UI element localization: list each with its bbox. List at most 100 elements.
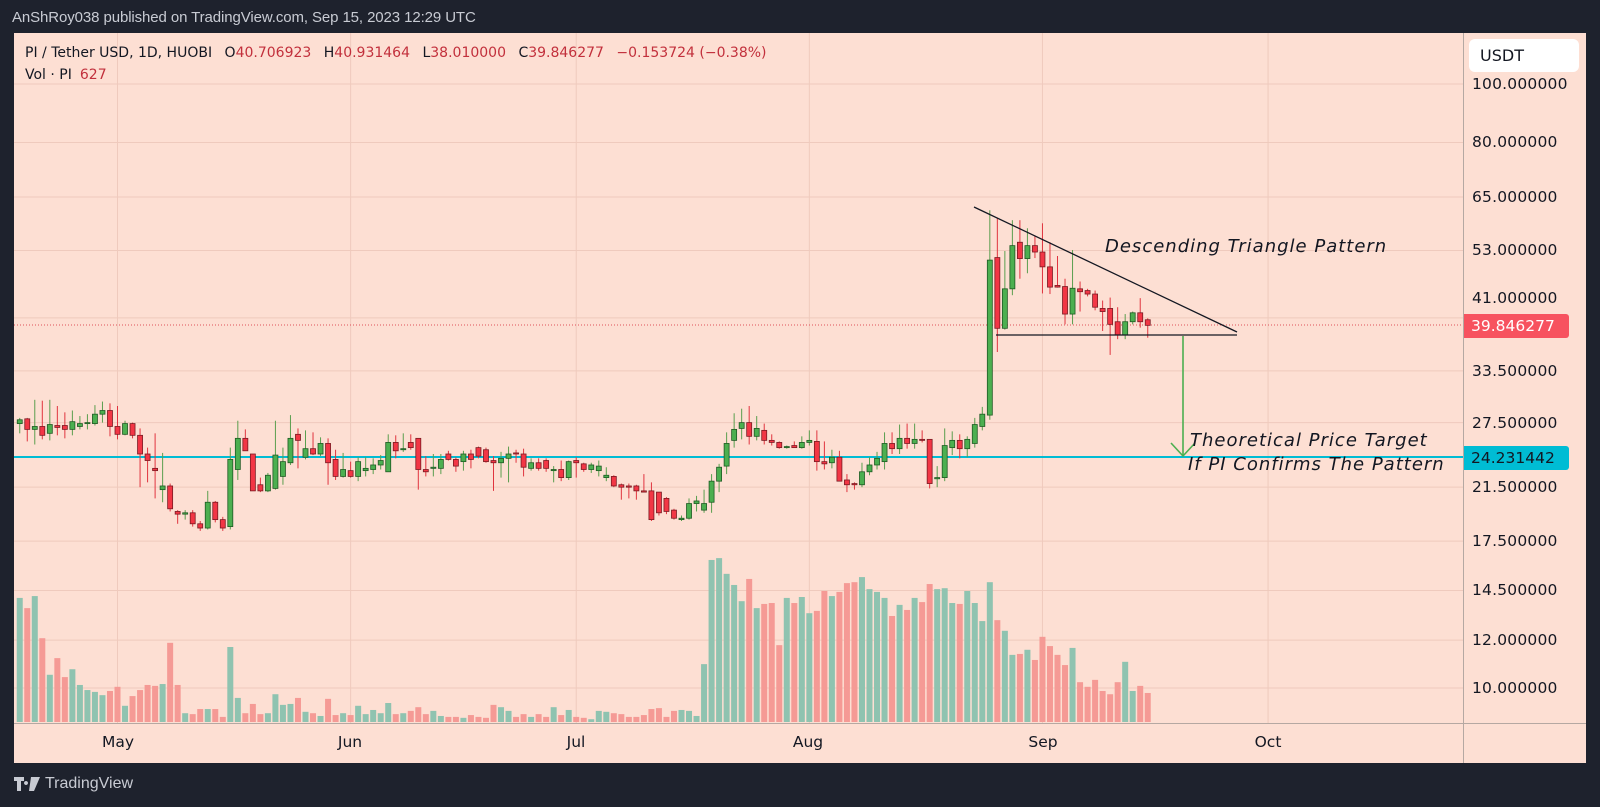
change-value: −0.153724 (−0.38%) (616, 45, 767, 61)
candle-body (1039, 251, 1046, 268)
candle-body (964, 438, 971, 450)
volume-bar (986, 582, 993, 722)
volume-bar (896, 604, 903, 722)
volume-bar (332, 715, 339, 722)
volume-bar (828, 596, 835, 722)
candle-body (340, 469, 347, 477)
candle-body (189, 512, 196, 525)
target-annotation-line2[interactable]: If PI Confirms The Pattern (1188, 454, 1445, 475)
volume-bar (731, 584, 738, 722)
pattern-annotation[interactable]: Descending Triangle Pattern (1105, 236, 1388, 257)
volume-bar (317, 715, 324, 722)
symbol-label[interactable]: PI / Tether USD, 1D, HUOBI (25, 45, 213, 61)
candle-body (452, 459, 459, 467)
volume-bar (482, 717, 489, 722)
volume-bar (1062, 665, 1069, 722)
legend-ohlc: PI / Tether USD, 1D, HUOBI O40.706923 H4… (25, 44, 767, 62)
candle-body (625, 485, 632, 488)
candle-body (535, 462, 542, 469)
candle-body (783, 446, 790, 449)
volume-bar (889, 615, 896, 722)
price-tick: 17.500000 (1472, 532, 1558, 550)
high-label: H (323, 45, 335, 61)
volume-bar (167, 642, 174, 722)
candle-body (445, 453, 452, 460)
volume-bar (294, 697, 301, 722)
candle-body (528, 462, 534, 469)
candle-body (603, 474, 610, 479)
volume-label[interactable]: Vol · PI (25, 67, 72, 83)
volume-bar (670, 710, 677, 722)
volume-bar (84, 690, 91, 722)
currency-button[interactable]: USDT (1469, 39, 1579, 72)
legend-volume: Vol · PI 627 (25, 66, 107, 84)
volume-bar (347, 715, 354, 722)
candle-body (686, 503, 692, 519)
volume-bar (144, 684, 151, 722)
candle-body (249, 453, 256, 492)
candle-body (558, 469, 565, 479)
candle-body (986, 259, 993, 416)
candle-body (656, 491, 662, 514)
candle-body (949, 439, 956, 449)
volume-bar (377, 713, 384, 722)
candle-body (475, 447, 482, 457)
volume-bar (603, 711, 610, 722)
volume-bar (197, 709, 204, 722)
volume-bar (227, 647, 234, 722)
volume-bar (242, 713, 249, 722)
volume-bar (69, 669, 76, 722)
volume-bar (370, 709, 377, 722)
volume-bar (234, 697, 241, 722)
candle-body (355, 461, 362, 477)
candle-body (377, 460, 384, 466)
volume-bar (31, 596, 38, 722)
volume-bar (249, 703, 256, 722)
time-label: Jul (566, 733, 586, 751)
candle-body (212, 501, 219, 521)
candle-body (332, 459, 339, 477)
volume-bar (114, 686, 121, 722)
volume-bar (415, 707, 422, 722)
volume-bar (663, 716, 670, 722)
volume-bar (543, 716, 550, 722)
volume-bar (648, 709, 655, 722)
candle-body (159, 485, 166, 491)
volume-bar (39, 638, 46, 722)
down-arrow-icon[interactable] (1170, 336, 1196, 458)
volume-bar (122, 705, 129, 722)
publisher-line: AnShRoy038 published on TradingView.com,… (12, 9, 476, 26)
triangle-upper-trendline[interactable] (973, 206, 1238, 333)
volume-bar (1107, 694, 1114, 722)
candle-body (836, 456, 843, 482)
volume-bar (279, 704, 286, 722)
time-label: Aug (792, 733, 824, 751)
volume-bar (1144, 692, 1151, 722)
candle-body (483, 449, 489, 463)
candle-body (1114, 321, 1121, 336)
candle-body (182, 512, 189, 515)
candle-body (1001, 288, 1008, 329)
time-label: May (101, 733, 135, 751)
candle-body (219, 519, 226, 529)
volume-bar (355, 705, 362, 722)
candle-body (1092, 293, 1098, 308)
volume-bar (264, 713, 271, 722)
tradingview-footer[interactable]: TradingView (14, 775, 133, 793)
target-annotation-line1[interactable]: Theoretical Price Target (1190, 430, 1428, 451)
candle-body (1084, 290, 1091, 295)
candle-body (994, 257, 1001, 329)
candle-body (77, 423, 83, 427)
volume-bar (325, 698, 332, 722)
candle-body (610, 476, 617, 487)
candle-series (16, 210, 1151, 531)
volume-bar (580, 717, 587, 722)
volume-bar (385, 703, 392, 722)
candle-body (167, 485, 174, 510)
candle-body (325, 443, 331, 464)
volume-bar (858, 577, 865, 722)
candle-body (430, 466, 437, 469)
low-value: 38.010000 (430, 45, 506, 61)
volume-bar (513, 716, 520, 722)
